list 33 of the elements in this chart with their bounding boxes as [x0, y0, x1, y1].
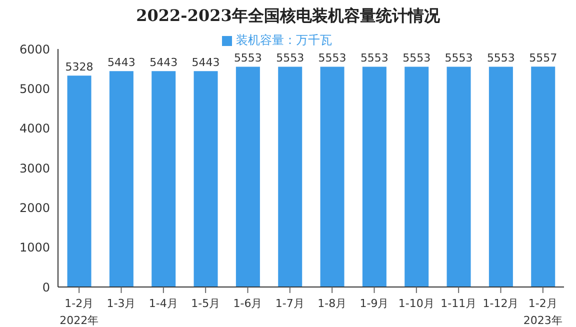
x-tick-label: 1-10月: [398, 297, 434, 310]
x-tick-label: 1-9月: [360, 297, 389, 310]
y-tick-label: 6000: [19, 42, 50, 56]
x-tick-label: 1-8月: [318, 297, 347, 310]
chart-title: 2022-2023年全国核电装机容量统计情况: [135, 5, 441, 27]
data-label: 5553: [276, 52, 304, 65]
data-label: 5553: [360, 52, 388, 65]
data-label: 5553: [402, 52, 431, 65]
data-label: 5443: [107, 56, 136, 70]
data-label: 5328: [65, 60, 94, 74]
data-label: 5553: [234, 52, 262, 65]
x-tick-label: 1-4月: [148, 297, 178, 310]
x-tick-label: 1-7月: [275, 297, 304, 310]
data-label: 5553: [486, 52, 515, 65]
data-label: 5443: [192, 56, 220, 70]
data-label: 5443: [150, 56, 178, 70]
y-tick-label: 5000: [19, 82, 50, 96]
legend-label: 装机容量：万千瓦: [236, 33, 332, 47]
y-tick-label: 3000: [19, 161, 50, 176]
x-tick-label: 1-11月: [440, 297, 477, 310]
x-tick-label: 1-2月 2023年: [523, 297, 562, 327]
data-label: 5553: [444, 52, 473, 65]
x-tick-label: 1-2月 2022年: [60, 297, 99, 327]
y-tick-label: 1000: [19, 240, 50, 255]
x-tick-label: 1-5月: [191, 297, 220, 310]
x-tick-label: 1-6月: [233, 297, 262, 310]
y-tick-label: 4000: [19, 122, 50, 136]
y-tick-label: 2000: [19, 200, 50, 215]
data-label: 5557: [529, 52, 558, 65]
y-tick-label: 0: [42, 280, 50, 294]
data-label: 5553: [318, 52, 346, 65]
x-tick-label: 1-3月: [106, 297, 136, 310]
x-tick-label: 1-12月: [482, 297, 519, 310]
